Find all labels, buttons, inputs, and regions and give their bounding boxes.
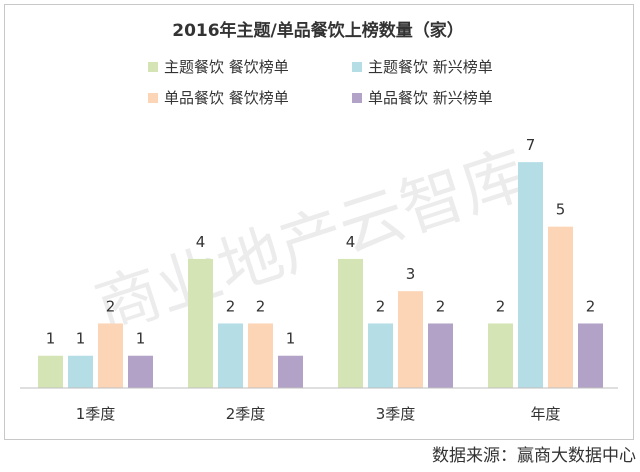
bar: [218, 323, 243, 388]
bar: [428, 323, 453, 388]
bar: [38, 355, 63, 388]
bar-value-label: 7: [526, 136, 536, 154]
legend-label: 主题餐饮 新兴榜单: [368, 58, 493, 76]
bar-value-label: 1: [136, 330, 146, 348]
x-tick-label: 2季度: [226, 405, 266, 423]
bar-value-label: 3: [406, 265, 416, 283]
bar: [488, 323, 513, 388]
bar-value-label: 2: [586, 297, 596, 315]
x-axis-ticks: 1季度 2季度 3季度 年度: [76, 405, 561, 423]
bar: [398, 291, 423, 388]
bar-value-label: 2: [106, 297, 116, 315]
bar-value-label: 1: [286, 330, 296, 348]
bar: [278, 355, 303, 388]
bar-value-label: 4: [196, 233, 206, 251]
legend-label: 单品餐饮 新兴榜单: [368, 89, 493, 107]
bar-value-label: 2: [436, 297, 446, 315]
x-tick-label: 年度: [530, 405, 560, 423]
legend-swatch: [352, 62, 362, 72]
x-tick-label: 1季度: [76, 405, 116, 423]
bar: [248, 323, 273, 388]
bar-value-label: 1: [76, 330, 86, 348]
bar-value-label: 2: [376, 297, 386, 315]
chart-title: 2016年主题/单品餐饮上榜数量（家）: [172, 20, 464, 41]
bar-value-label: 5: [556, 201, 566, 219]
plot-area: 1 1 2 1 4 2 2 1 4 2 3 2 2 7 5 2: [38, 136, 603, 388]
bar-value-label: 1: [46, 330, 56, 348]
bar: [68, 355, 93, 388]
bar: [368, 323, 393, 388]
bar: [128, 355, 153, 388]
bar-value-label: 2: [256, 297, 266, 315]
watermark: 商业地产云智库: [87, 138, 536, 347]
legend-swatch: [148, 93, 158, 103]
x-tick-label: 3季度: [376, 405, 416, 423]
bar: [98, 323, 123, 388]
bar-value-label: 4: [346, 233, 356, 251]
legend-swatch: [148, 62, 158, 72]
bar: [578, 323, 603, 388]
bar: [548, 226, 573, 388]
source-note: 数据来源：赢商大数据中心: [432, 446, 636, 466]
legend-swatch: [352, 93, 362, 103]
bar: [188, 258, 213, 388]
legend-label: 单品餐饮 餐饮榜单: [164, 89, 289, 107]
bar: [518, 162, 543, 388]
bar-value-label: 2: [226, 297, 236, 315]
bar-value-label: 2: [496, 297, 506, 315]
legend-label: 主题餐饮 餐饮榜单: [164, 58, 289, 76]
bar: [338, 258, 363, 388]
